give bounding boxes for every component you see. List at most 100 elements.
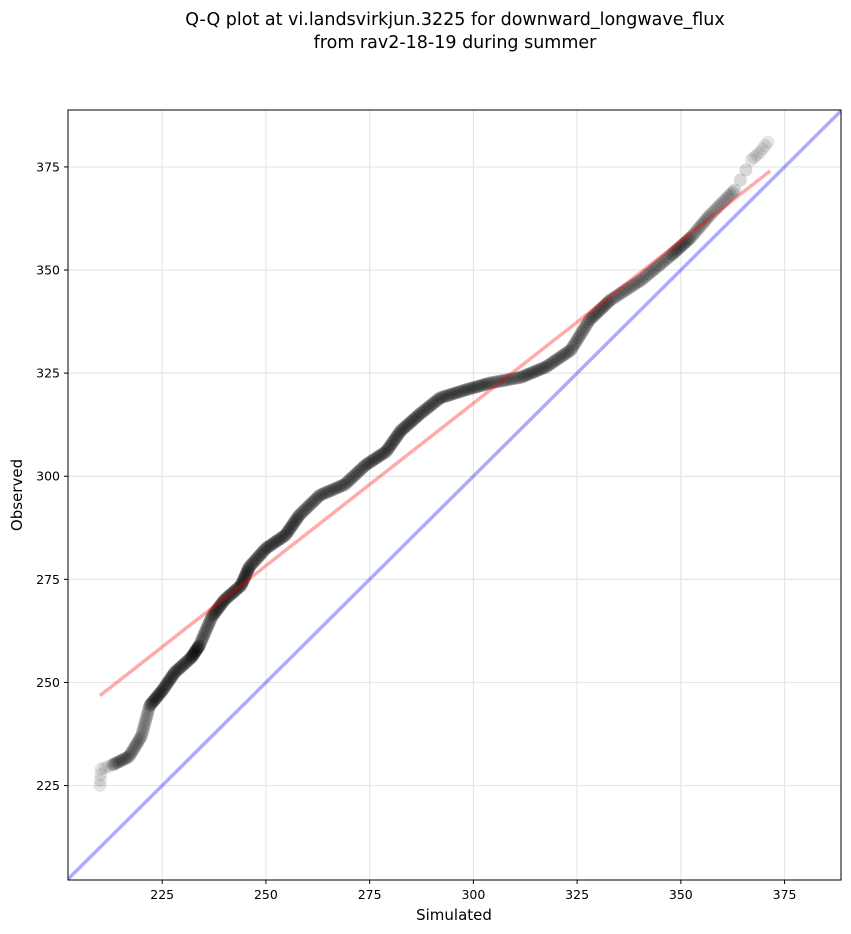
data-point xyxy=(306,495,320,509)
fit-line xyxy=(98,169,772,698)
data-point xyxy=(145,696,159,710)
identity-line xyxy=(68,110,841,880)
data-point xyxy=(265,537,279,551)
data-point xyxy=(549,353,563,367)
data-point xyxy=(419,402,433,416)
data-point xyxy=(406,413,420,427)
data-point xyxy=(578,320,592,334)
data-point xyxy=(230,582,244,596)
y-axis-label: Observed xyxy=(8,459,26,531)
data-point xyxy=(210,603,224,617)
data-point xyxy=(541,359,555,373)
data-point xyxy=(621,281,635,295)
data-point xyxy=(558,347,572,361)
data-point xyxy=(668,245,682,259)
data-point xyxy=(227,585,241,599)
data-point xyxy=(593,303,607,317)
data-point xyxy=(332,480,346,494)
data-point xyxy=(93,779,107,793)
data-point xyxy=(352,465,366,479)
data-point xyxy=(402,417,416,431)
data-point xyxy=(223,588,237,602)
data-point xyxy=(147,694,161,708)
data-point xyxy=(187,647,201,661)
data-point xyxy=(146,695,160,709)
data-point xyxy=(124,746,138,760)
data-point xyxy=(102,759,116,773)
y-tick-label: 250 xyxy=(36,675,60,690)
data-point xyxy=(93,773,107,787)
data-point xyxy=(114,754,128,768)
data-point xyxy=(341,474,355,488)
data-point xyxy=(509,371,523,385)
data-point xyxy=(235,577,249,591)
x-tick-label: 325 xyxy=(565,887,589,902)
data-point xyxy=(144,697,158,711)
data-point xyxy=(669,244,683,258)
data-point xyxy=(317,486,331,500)
data-point xyxy=(364,455,378,469)
data-point xyxy=(456,384,470,398)
data-point xyxy=(194,636,208,650)
data-point xyxy=(228,583,242,597)
data-point xyxy=(372,449,386,463)
data-point xyxy=(659,252,673,266)
data-point xyxy=(291,510,305,524)
data-point xyxy=(652,258,666,272)
data-point xyxy=(336,478,350,492)
data-point xyxy=(388,432,402,446)
data-point xyxy=(458,383,472,397)
data-point xyxy=(309,492,323,506)
data-point xyxy=(159,678,173,692)
data-point xyxy=(600,296,614,310)
data-point xyxy=(697,215,711,229)
data-point xyxy=(390,429,404,443)
data-point xyxy=(543,357,557,371)
data-point xyxy=(237,571,251,585)
data-point xyxy=(197,629,211,643)
data-point xyxy=(290,512,304,526)
data-point xyxy=(608,290,622,304)
data-point xyxy=(514,370,528,384)
data-point xyxy=(248,554,262,568)
data-point xyxy=(397,421,411,435)
data-point xyxy=(739,163,753,177)
data-point xyxy=(362,456,376,470)
data-point xyxy=(611,288,625,302)
data-point xyxy=(315,487,329,501)
data-point xyxy=(591,305,605,319)
data-point xyxy=(154,685,168,699)
data-point xyxy=(426,396,440,410)
data-point xyxy=(654,256,668,270)
data-point xyxy=(137,719,151,733)
data-point xyxy=(127,741,141,755)
data-point xyxy=(169,664,183,678)
data-point xyxy=(286,517,300,531)
data-point xyxy=(134,729,148,743)
data-point xyxy=(184,651,198,665)
data-point xyxy=(142,701,156,715)
data-point xyxy=(452,385,466,399)
data-point xyxy=(321,485,335,499)
data-point xyxy=(709,202,723,216)
data-point xyxy=(186,648,200,662)
data-point xyxy=(471,380,485,394)
x-tick-label: 225 xyxy=(150,887,174,902)
x-tick-label: 250 xyxy=(254,887,278,902)
data-point xyxy=(753,145,767,159)
data-point xyxy=(119,751,133,765)
data-point xyxy=(188,646,202,660)
data-point xyxy=(190,641,204,655)
data-point xyxy=(642,267,656,281)
data-point xyxy=(301,500,315,514)
data-point xyxy=(527,365,541,379)
data-point xyxy=(395,422,409,436)
data-point xyxy=(512,371,526,385)
data-point xyxy=(384,438,398,452)
data-point xyxy=(132,733,146,747)
data-point xyxy=(196,631,210,645)
data-point xyxy=(454,384,468,398)
data-point xyxy=(391,427,405,441)
data-point xyxy=(313,488,327,502)
data-point xyxy=(586,310,600,324)
